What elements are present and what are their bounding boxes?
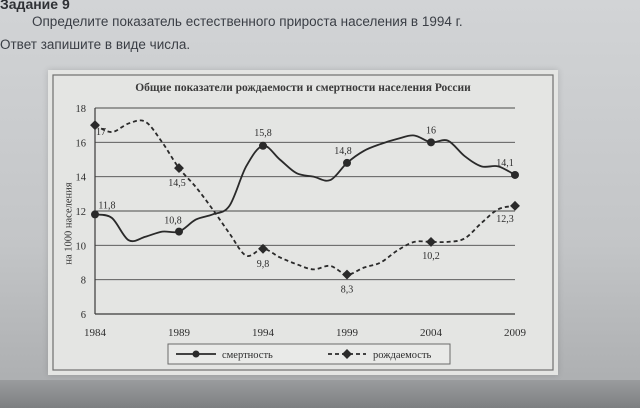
chart-frame	[52, 74, 554, 371]
bottom-strip	[0, 380, 640, 408]
mortality-point-2004	[427, 138, 435, 147]
y-tick-label-18: 18	[76, 104, 87, 115]
x-tick-label-2009: 2009	[504, 327, 527, 339]
chart-svg: 6 8 10 12 14 16 18 1984 1989 1994 1999 2004 2009 11,8…	[52, 74, 554, 371]
y-tick-label-8: 8	[81, 276, 86, 287]
mortality-point-1989	[175, 227, 183, 236]
birthrate-label-1999: 8,3	[341, 285, 354, 296]
task-line-2: Ответ запишите в виде числа.	[0, 37, 191, 52]
y-tick-label-10: 10	[76, 241, 87, 252]
mortality-label-2009: 14,1	[496, 158, 514, 169]
birthrate-point-1984	[90, 120, 100, 131]
legend-box	[167, 343, 451, 365]
mortality-point-1984	[91, 210, 99, 219]
mortality-label-1994: 15,8	[254, 128, 272, 139]
birthrate-point-2009	[510, 200, 520, 211]
y-tick-label-14: 14	[76, 173, 87, 184]
mortality-label-1999: 14,8	[334, 146, 352, 157]
x-tick-label-1999: 1999	[336, 327, 359, 339]
birthrate-label-1984: 17	[96, 127, 106, 138]
task-line-1: Определите показатель естественного прир…	[32, 14, 463, 29]
mortality-point-2009	[511, 170, 519, 179]
legend-birthrate-label: рождаемость	[373, 350, 432, 361]
y-tick-label-6: 6	[81, 310, 86, 321]
x-tick-label-1984: 1984	[84, 327, 107, 339]
y-tick-label-16: 16	[76, 138, 87, 149]
x-tick-label-2004: 2004	[420, 327, 443, 339]
birthrate-label-2004: 10,2	[422, 251, 440, 262]
birthrate-point-1989	[174, 163, 184, 174]
y-tick-label-12: 12	[76, 207, 87, 218]
legend-mortality-label: смертность	[222, 350, 273, 361]
birthrate-point-1999	[342, 269, 352, 280]
mortality-label-2004: 16	[426, 125, 436, 136]
chart-card: 6 8 10 12 14 16 18 1984 1989 1994 1999 2004 2009 11,8…	[48, 70, 558, 375]
legend-birthrate-marker	[342, 349, 352, 359]
legend-mortality-marker	[192, 350, 200, 358]
x-tick-label-1989: 1989	[168, 327, 191, 339]
birthrate-point-1994	[258, 243, 268, 254]
y-axis-label: на 1000 населения	[63, 182, 75, 265]
mortality-label-1989: 10,8	[164, 216, 182, 227]
mortality-point-1994	[259, 141, 267, 150]
mortality-label-1984: 11,8	[98, 200, 115, 211]
mortality-point-1999	[343, 158, 351, 167]
birthrate-label-1994: 9,8	[257, 259, 270, 270]
birthrate-point-2004	[426, 236, 436, 247]
chart-title: Общие показатели рождаемости и смертност…	[135, 82, 471, 94]
series-line-birthrate	[94, 119, 516, 276]
birthrate-label-2009: 12,3	[496, 214, 514, 225]
series-line-mortality	[94, 134, 516, 243]
x-tick-label-1994: 1994	[252, 327, 275, 339]
birthrate-label-1989: 14,5	[168, 178, 186, 189]
task-heading: Задание 9	[0, 0, 70, 12]
